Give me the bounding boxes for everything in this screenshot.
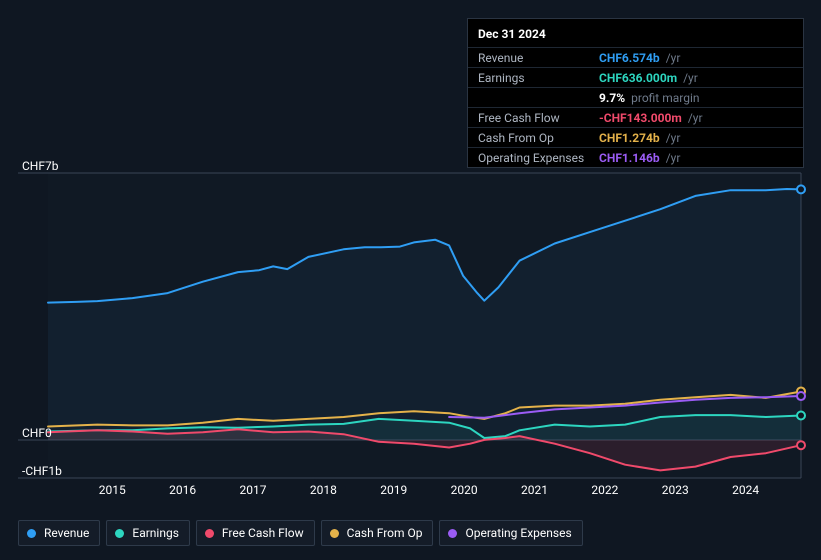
chart-root: Dec 31 2024 Revenue CHF6.574b/yr Earnings C… bbox=[0, 0, 821, 560]
tooltip-value: CHF636.000m bbox=[599, 71, 677, 85]
tooltip-label: Earnings bbox=[478, 71, 593, 85]
legend-label: Revenue bbox=[44, 526, 89, 540]
legend-swatch bbox=[205, 529, 214, 538]
chart-area[interactable]: CHF7b CHF0 -CHF1b 2015 2016 2017 2018 2019 2020… bbox=[18, 158, 806, 498]
tooltip-suffix: /yr bbox=[666, 51, 681, 65]
legend-label: Cash From Op bbox=[347, 526, 423, 540]
tooltip-value: -CHF143.000m bbox=[599, 111, 682, 125]
tooltip-suffix: profit margin bbox=[631, 91, 699, 105]
legend-item-revenue[interactable]: Revenue bbox=[18, 520, 100, 546]
tooltip-value: CHF1.146b bbox=[599, 151, 660, 165]
legend: Revenue Earnings Free Cash Flow Cash From O… bbox=[18, 520, 583, 546]
tooltip-row: 9.7% profit margin bbox=[468, 87, 803, 107]
tooltip-suffix: /yr bbox=[666, 151, 681, 165]
legend-item-opex[interactable]: Operating Expenses bbox=[439, 520, 582, 546]
legend-swatch bbox=[448, 529, 457, 538]
tooltip-suffix: /yr bbox=[688, 111, 703, 125]
tooltip-suffix: /yr bbox=[666, 131, 681, 145]
tooltip-row: Cash From Op CHF1.274b/yr bbox=[468, 127, 803, 147]
x-tick-label: 2016 bbox=[169, 483, 196, 497]
x-tick-label: 2024 bbox=[732, 483, 759, 497]
tooltip-rows: Revenue CHF6.574b/yr Earnings CHF636.000m/y… bbox=[468, 47, 803, 167]
legend-item-earnings[interactable]: Earnings bbox=[106, 520, 190, 546]
tooltip-row: Revenue CHF6.574b/yr bbox=[468, 47, 803, 67]
x-tick-label: 2021 bbox=[521, 483, 548, 497]
x-tick-label: 2022 bbox=[591, 483, 618, 497]
tooltip-row: Free Cash Flow -CHF143.000m/yr bbox=[468, 107, 803, 127]
y-tick-label: CHF0 bbox=[22, 426, 72, 440]
tooltip-date: Dec 31 2024 bbox=[468, 23, 803, 47]
tooltip-value: CHF1.274b bbox=[599, 131, 660, 145]
tooltip-label: Operating Expenses bbox=[478, 151, 593, 165]
x-tick-label: 2015 bbox=[99, 483, 126, 497]
tooltip-label: Revenue bbox=[478, 51, 593, 65]
x-tick-label: 2017 bbox=[240, 483, 267, 497]
tooltip-row: Earnings CHF636.000m/yr bbox=[468, 67, 803, 87]
tooltip-label: Free Cash Flow bbox=[478, 111, 593, 125]
legend-label: Earnings bbox=[132, 526, 179, 540]
tooltip-value: CHF6.574b bbox=[599, 51, 660, 65]
y-tick-label: -CHF1b bbox=[22, 464, 72, 478]
chart-svg bbox=[18, 158, 806, 498]
tooltip-label: Cash From Op bbox=[478, 131, 593, 145]
y-tick-label: CHF7b bbox=[22, 159, 72, 173]
tooltip-suffix: /yr bbox=[683, 71, 698, 85]
legend-swatch bbox=[115, 529, 124, 538]
legend-label: Free Cash Flow bbox=[222, 526, 304, 540]
legend-label: Operating Expenses bbox=[465, 526, 571, 540]
tooltip-value: 9.7% bbox=[599, 91, 625, 105]
legend-swatch bbox=[27, 529, 36, 538]
x-tick-label: 2018 bbox=[310, 483, 337, 497]
hover-tooltip: Dec 31 2024 Revenue CHF6.574b/yr Earnings C… bbox=[467, 18, 804, 168]
x-tick-label: 2023 bbox=[662, 483, 689, 497]
x-tick-label: 2019 bbox=[380, 483, 407, 497]
legend-item-cash_op[interactable]: Cash From Op bbox=[321, 520, 434, 546]
legend-swatch bbox=[330, 529, 339, 538]
legend-item-fcf[interactable]: Free Cash Flow bbox=[196, 520, 315, 546]
tooltip-row: Operating Expenses CHF1.146b/yr bbox=[468, 147, 803, 167]
x-tick-label: 2020 bbox=[451, 483, 478, 497]
